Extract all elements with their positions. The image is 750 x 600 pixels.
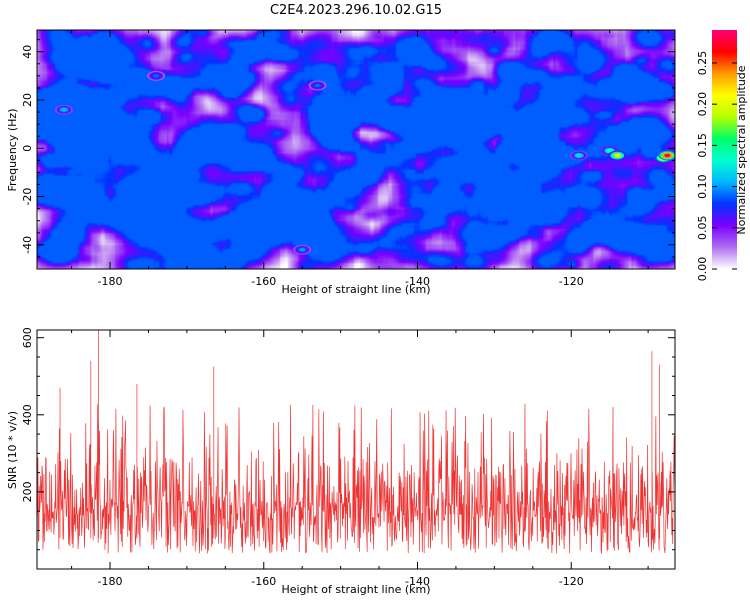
heatmap-x-ticks: -180 -160 -140 -120: [71, 30, 649, 288]
colorbar-tick-label: 0.05: [696, 216, 709, 241]
x-tick-label: -180: [98, 575, 123, 588]
y-tick-label: 200: [21, 481, 34, 502]
y-tick-label: 0: [21, 145, 34, 152]
heatmap-frame: [36, 29, 676, 270]
colorbar-bar: [712, 30, 737, 269]
snr-y-axis-label: SNR (10 * v/v): [6, 411, 19, 489]
snr-series-line: [37, 330, 675, 554]
x-tick-label: -120: [559, 275, 584, 288]
heatmap-hotspot: [153, 74, 160, 78]
snr-frame: [36, 329, 676, 570]
heatmap-hotspot: [575, 153, 582, 158]
snr-x-ticks: -180 -160 -140 -120: [71, 330, 649, 588]
heatmap-hotspot: [606, 149, 613, 153]
colorbar: 0.00 0.05 0.10 0.15 0.20 0.25 Normalized spec…: [696, 30, 748, 281]
x-tick-label: -160: [251, 275, 276, 288]
colorbar-tick-label: 0.25: [696, 51, 709, 75]
figure-title: C2E4.2023.296.10.02.G15: [270, 3, 442, 18]
heatmap-panel: -180 -160 -140 -120 -40 -20 0 20 40 Height of s…: [6, 29, 676, 296]
heatmap-hotspot: [664, 153, 671, 158]
y-tick-label: 600: [21, 327, 34, 348]
heatmap-hotspot: [299, 248, 306, 252]
y-tick-label: 20: [21, 93, 34, 107]
y-tick-label: 40: [21, 45, 34, 59]
x-tick-label: -120: [559, 575, 584, 588]
heatmap-hotspots: [54, 70, 675, 255]
snr-y-ticks: 200 400 600: [21, 327, 675, 551]
y-tick-label: 400: [21, 404, 34, 425]
x-tick-label: -160: [251, 575, 276, 588]
heatmap-y-ticks: -40 -20 0 20 40: [21, 39, 675, 258]
colorbar-tick-label: 0.20: [696, 92, 709, 117]
snr-panel: -180 -160 -140 -120 200 400 600 Height of str…: [6, 327, 676, 596]
colorbar-label: Normalized spectral amplitude: [735, 65, 748, 234]
heatmap-y-axis-label: Frequency (Hz): [6, 109, 19, 192]
colorbar-tick-label: 0.15: [696, 133, 709, 158]
colorbar-tick-label: 0.00: [696, 257, 709, 282]
colorbar-ticks: 0.00 0.05 0.10 0.15 0.20 0.25: [696, 51, 737, 282]
x-tick-label: -140: [405, 275, 430, 288]
snr-x-axis-label: Height of straight line (km): [281, 583, 430, 596]
heatmap-hotspot: [614, 153, 621, 158]
heatmap-x-axis-label: Height of straight line (km): [281, 283, 430, 296]
x-tick-label: -180: [98, 275, 123, 288]
colorbar-tick-label: 0.10: [696, 174, 709, 199]
heatmap-hotspot: [314, 83, 321, 88]
x-tick-label: -140: [405, 575, 430, 588]
heatmap-image: [37, 30, 675, 269]
y-tick-label: -20: [21, 188, 34, 206]
y-tick-label: -40: [21, 236, 34, 254]
heatmap-hotspot: [60, 108, 67, 112]
